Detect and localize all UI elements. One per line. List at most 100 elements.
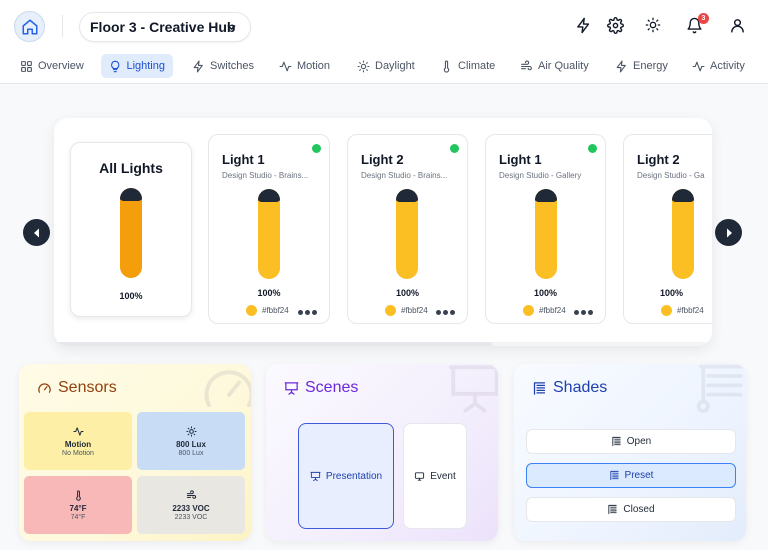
sun-icon: [185, 425, 197, 437]
home-icon: [22, 19, 37, 34]
color-indicator[interactable]: #fbbf24: [523, 305, 566, 316]
sensor-value: 74°F: [69, 503, 87, 513]
online-status-dot: [312, 144, 321, 153]
color-indicator[interactable]: #fbbf24: [385, 305, 428, 316]
tab-motion[interactable]: Motion: [271, 54, 338, 78]
sensor-tile-air-quality[interactable]: 2233 VOC 2233 VOC: [137, 476, 245, 534]
thermometer-icon: [443, 60, 450, 73]
color-swatch: [246, 305, 257, 316]
slider-handle[interactable]: [396, 189, 418, 202]
shade-closed-button[interactable]: Closed: [526, 497, 736, 522]
chevron-right-icon: [726, 228, 732, 237]
sensor-subtext: 74°F: [70, 513, 86, 521]
slider-handle[interactable]: [535, 189, 557, 202]
sensor-tile-daylight[interactable]: 800 Lux 800 Lux: [137, 412, 245, 470]
brightness-slider[interactable]: [535, 189, 557, 279]
gauge-icon: [204, 370, 251, 407]
brightness-slider[interactable]: [396, 189, 418, 279]
shades-panel: Shades Open Preset Closed: [514, 364, 746, 541]
thermometer-icon: [75, 489, 81, 501]
light-location: Design Studio - Gallery: [499, 171, 582, 180]
brightness-fill: [396, 189, 418, 279]
brightness-slider[interactable]: [258, 189, 280, 279]
presentation-icon: [284, 381, 299, 395]
brightness-fill: [258, 189, 280, 279]
brightness-slider[interactable]: [672, 189, 694, 279]
gauge-icon: [38, 382, 51, 393]
floor-selector[interactable]: Floor 3 - Creative Hub: [79, 12, 251, 42]
light-card[interactable]: Light 2 Design Studio - Brains... 100% #…: [347, 134, 468, 324]
all-lights-card[interactable]: All Lights 100%: [70, 142, 192, 317]
tab-switches[interactable]: Switches: [184, 54, 262, 78]
light-card[interactable]: Light 1 Design Studio - Gallery 100% #fb…: [485, 134, 606, 324]
scene-event-button[interactable]: Event: [403, 423, 467, 529]
more-options-icon[interactable]: [298, 310, 317, 315]
tab-climate[interactable]: Climate: [432, 54, 503, 78]
user-icon[interactable]: [729, 17, 746, 34]
more-options-icon[interactable]: [436, 310, 455, 315]
carousel-prev-button[interactable]: [23, 219, 50, 246]
all-lights-title: All Lights: [99, 160, 163, 176]
color-indicator[interactable]: #fbbf24: [661, 305, 704, 316]
sensor-tile-motion[interactable]: Motion No Motion: [24, 412, 132, 470]
tab-activity[interactable]: Activity: [684, 54, 753, 78]
brightness-value: 100%: [659, 288, 684, 298]
pulse-icon: [72, 426, 84, 436]
wind-icon: [186, 489, 196, 499]
light-name: Light 2: [637, 152, 680, 167]
slider-handle[interactable]: [120, 188, 142, 201]
color-hex: #fbbf24: [262, 306, 289, 315]
tab-overview[interactable]: Overview: [12, 54, 92, 78]
sensor-tile-temperature[interactable]: 74°F 74°F: [24, 476, 132, 534]
sensor-subtext: 2233 VOC: [174, 513, 208, 521]
scene-presentation-button[interactable]: Presentation: [298, 423, 394, 529]
lightbulb-icon: [111, 60, 120, 72]
shade-label: Preset: [624, 470, 654, 481]
tab-label: Air Quality: [538, 60, 589, 72]
notification-badge: 3: [698, 13, 709, 24]
tab-label: Daylight: [375, 60, 415, 72]
tab-air-quality[interactable]: Air Quality: [512, 54, 597, 78]
scenes-title-text: Scenes: [305, 379, 359, 396]
bolt-icon[interactable]: [575, 17, 592, 34]
shades-title-text: Shades: [553, 379, 608, 396]
light-name: Light 1: [222, 152, 265, 167]
carousel-scrollbar[interactable]: [54, 342, 712, 346]
tab-lighting[interactable]: Lighting: [101, 54, 173, 78]
color-swatch: [523, 305, 534, 316]
slider-handle[interactable]: [672, 189, 694, 202]
gear-icon[interactable]: [607, 17, 624, 34]
blinds-icon: [696, 364, 745, 413]
slider-handle[interactable]: [258, 189, 280, 202]
bolt-icon: [193, 60, 203, 72]
sensors-title-text: Sensors: [58, 379, 117, 396]
shade-open-button[interactable]: Open: [526, 429, 736, 454]
shade-preset-button[interactable]: Preset: [526, 463, 736, 488]
sun-icon[interactable]: [645, 17, 661, 33]
scene-label: Presentation: [325, 470, 383, 482]
bolt-icon: [616, 60, 626, 72]
light-card[interactable]: Light 1 Design Studio - Brains... 100% #…: [208, 134, 330, 324]
light-name: Light 2: [361, 152, 404, 167]
color-hex: #fbbf24: [401, 306, 428, 315]
more-options-icon[interactable]: [574, 310, 593, 315]
tab-energy[interactable]: Energy: [607, 54, 676, 78]
shade-label: Open: [626, 436, 652, 447]
tab-label: Lighting: [126, 60, 165, 72]
presentation-icon: [448, 365, 498, 413]
shades-title: Shades: [532, 379, 607, 397]
brightness-value: 100%: [257, 288, 281, 298]
brightness-value: 100%: [395, 288, 420, 298]
home-button[interactable]: [14, 11, 45, 42]
brightness-slider[interactable]: [120, 188, 142, 278]
sensor-value: 800 Lux: [176, 439, 206, 449]
light-card[interactable]: Light 2 Design Studio - Ga 100% #fbbf24: [623, 134, 712, 324]
tab-daylight[interactable]: Daylight: [349, 54, 423, 78]
floor-selector-label: Floor 3 - Creative Hub: [90, 19, 236, 35]
bell-icon[interactable]: [686, 17, 703, 34]
carousel-next-button[interactable]: [715, 219, 742, 246]
color-indicator[interactable]: #fbbf24: [246, 305, 289, 316]
brightness-fill: [672, 189, 694, 279]
brightness-fill: [535, 189, 557, 279]
carousel-scroll-thumb[interactable]: [54, 342, 492, 346]
